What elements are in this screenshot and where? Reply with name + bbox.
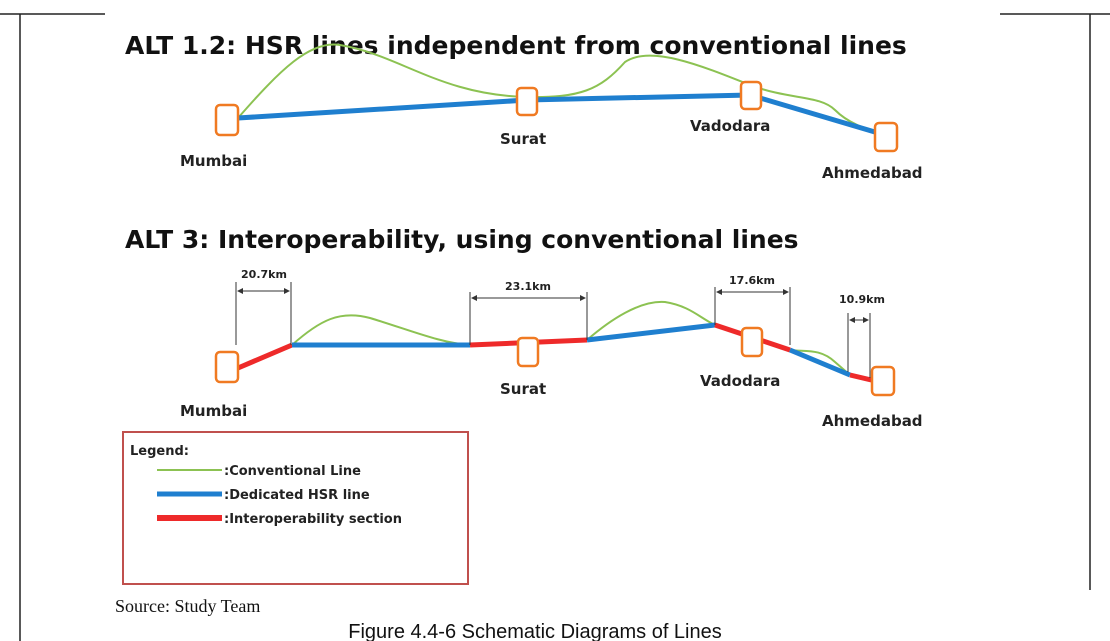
distance-label: 23.1km	[505, 280, 551, 293]
station-label: Surat	[500, 130, 546, 148]
legend-item: :Conventional Line	[224, 464, 361, 479]
legend: Legend: :Conventional Line :Dedicated HS…	[122, 431, 469, 585]
diagram-alt3: ALT 3: Interoperability, using conventio…	[125, 225, 923, 430]
distance-label: 17.6km	[729, 274, 775, 287]
legend-item: :Dedicated HSR line	[224, 488, 370, 503]
station-label: Ahmedabad	[822, 412, 923, 430]
station-label: Mumbai	[180, 152, 247, 170]
distance-brackets	[235, 282, 871, 378]
station-label: Mumbai	[180, 402, 247, 420]
distance-label: 10.9km	[839, 293, 885, 306]
source: Source: Study Team	[115, 596, 260, 616]
distance-label: 20.7km	[241, 268, 287, 281]
diagram-title: ALT 1.2: HSR lines independent from conv…	[125, 31, 907, 60]
diagram-title: ALT 3: Interoperability, using conventio…	[125, 225, 799, 254]
legend-title: Legend:	[130, 444, 189, 459]
diagram-alt12: ALT 1.2: HSR lines independent from conv…	[125, 31, 923, 182]
caption: Figure 4.4-6 Schematic Diagrams of Lines	[348, 621, 722, 641]
legend-item: :Interoperability section	[224, 512, 402, 527]
station-label: Surat	[500, 380, 546, 398]
station-label: Ahmedabad	[822, 164, 923, 182]
frame	[0, 13, 1110, 641]
station-label: Vadodara	[700, 372, 780, 390]
station-label: Vadodara	[690, 117, 770, 135]
